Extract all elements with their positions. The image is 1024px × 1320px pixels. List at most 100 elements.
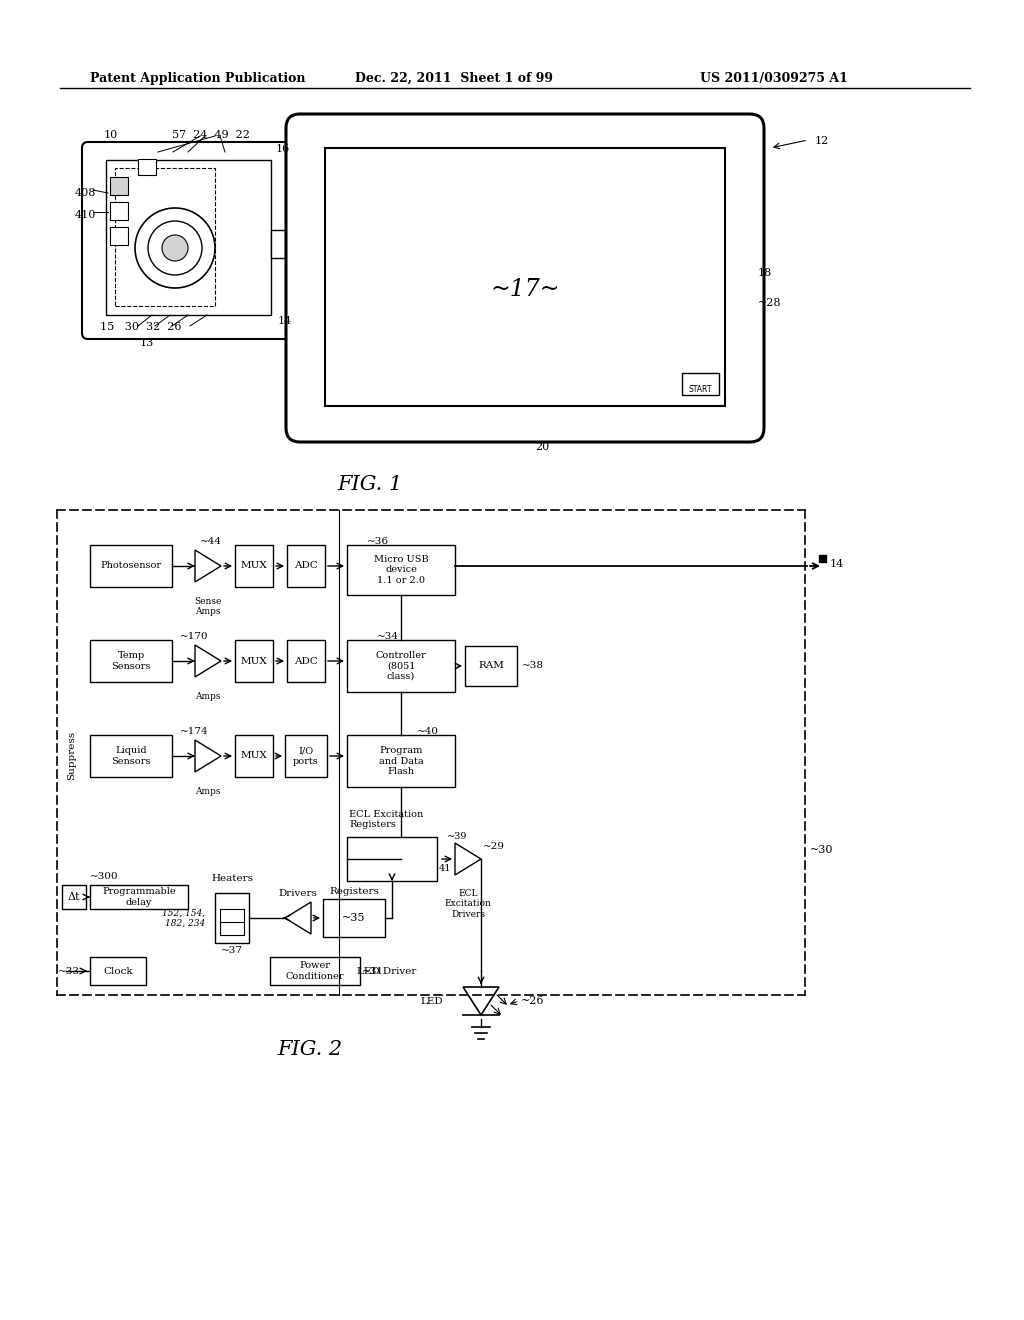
Bar [270,957,360,985]
Text: Drivers: Drivers [279,888,317,898]
Bar [215,894,249,942]
Text: Dec. 22, 2011  Sheet 1 of 99: Dec. 22, 2011 Sheet 1 of 99 [355,73,553,84]
Text: Suppress: Suppress [68,730,77,780]
Bar [90,735,172,777]
Text: ~30: ~30 [810,845,834,855]
Text: ADC: ADC [294,561,317,570]
Bar [90,545,172,587]
Bar [347,640,455,692]
Text: ~40: ~40 [417,727,439,737]
Text: ~39: ~39 [447,832,468,841]
Text: Program
and Data
Flash: Program and Data Flash [379,746,423,776]
Bar [347,545,455,595]
Bar [234,545,273,587]
Text: ~26: ~26 [521,997,545,1006]
Text: Registers: Registers [329,887,379,896]
Text: 41: 41 [439,865,452,873]
Bar [110,227,128,246]
Bar [287,545,325,587]
Bar [110,202,128,220]
Text: Sense
Amps: Sense Amps [195,597,221,616]
Bar [347,837,437,880]
FancyBboxPatch shape [286,114,764,442]
Text: Amps: Amps [196,787,221,796]
Text: RAM: RAM [478,661,504,671]
Text: ~174: ~174 [180,727,209,737]
Text: 14: 14 [830,558,844,569]
Text: ~28: ~28 [758,298,781,308]
Bar [271,230,291,257]
Bar [819,554,826,562]
Bar [90,884,188,909]
Bar [62,884,86,909]
Text: 410: 410 [75,210,96,220]
Bar [138,158,156,176]
Text: ~34: ~34 [377,632,399,642]
Text: Liquid
Sensors: Liquid Sensors [112,746,151,766]
Text: ~300: ~300 [90,873,119,880]
Text: Patent Application Publication: Patent Application Publication [90,73,305,84]
Text: FIG. 1: FIG. 1 [338,475,402,494]
Text: 408: 408 [75,187,96,198]
Text: ~44: ~44 [200,537,222,546]
Text: US 2011/0309275 A1: US 2011/0309275 A1 [700,73,848,84]
Text: 18: 18 [758,268,772,279]
Text: Power
Conditioner: Power Conditioner [286,961,344,981]
Text: Amps: Amps [196,692,221,701]
Text: Δt: Δt [68,892,80,902]
Text: ECL Excitation
Registers: ECL Excitation Registers [349,810,423,829]
Text: LED Driver: LED Driver [357,966,417,975]
Text: FIG. 2: FIG. 2 [278,1040,343,1059]
FancyBboxPatch shape [82,143,299,339]
Text: MUX: MUX [241,561,267,570]
Text: I/O
ports: I/O ports [293,746,318,766]
Text: 57  24  49  22: 57 24 49 22 [172,129,250,140]
Text: ~37: ~37 [221,946,243,954]
Bar [323,899,385,937]
Text: LED: LED [421,997,443,1006]
Text: ADC: ADC [294,656,317,665]
Bar [115,168,215,306]
Text: 10: 10 [104,129,118,140]
Text: Photosensor: Photosensor [100,561,162,570]
Text: ~38: ~38 [522,661,544,671]
Text: 15   30  32  26: 15 30 32 26 [100,322,181,333]
Text: ~31: ~31 [362,966,384,975]
Text: 12: 12 [815,136,829,147]
Text: 13: 13 [140,338,155,348]
Text: Temp
Sensors: Temp Sensors [112,651,151,671]
Text: 20: 20 [535,442,549,451]
Bar [234,735,273,777]
Text: ~36: ~36 [367,537,389,546]
Circle shape [162,235,188,261]
Text: Clock: Clock [103,966,133,975]
Text: Micro USB
device
1.1 or 2.0: Micro USB device 1.1 or 2.0 [374,556,428,585]
Bar [325,148,725,407]
Text: Heaters: Heaters [211,874,253,883]
Text: ~35: ~35 [342,913,366,923]
Text: ~170: ~170 [180,632,209,642]
Text: ECL
Excitation
Drivers: ECL Excitation Drivers [444,888,492,919]
Text: ~33: ~33 [58,966,80,975]
Bar [106,160,271,315]
Circle shape [148,220,202,275]
Bar [285,735,327,777]
Bar [465,645,517,686]
Text: Programmable
delay: Programmable delay [102,887,176,907]
Text: Controller
(8051
class): Controller (8051 class) [376,651,426,681]
Bar [90,957,146,985]
Text: MUX: MUX [241,751,267,760]
Bar [682,374,719,395]
Text: START: START [688,385,712,393]
Bar [110,177,128,195]
Text: 152, 154,
182, 234: 152, 154, 182, 234 [162,908,205,928]
Bar [234,640,273,682]
Bar [90,640,172,682]
Circle shape [135,209,215,288]
Text: 14: 14 [278,315,292,326]
Text: 16: 16 [276,144,290,154]
Text: MUX: MUX [241,656,267,665]
Bar [287,640,325,682]
Text: ~17~: ~17~ [490,279,560,301]
Bar [347,735,455,787]
